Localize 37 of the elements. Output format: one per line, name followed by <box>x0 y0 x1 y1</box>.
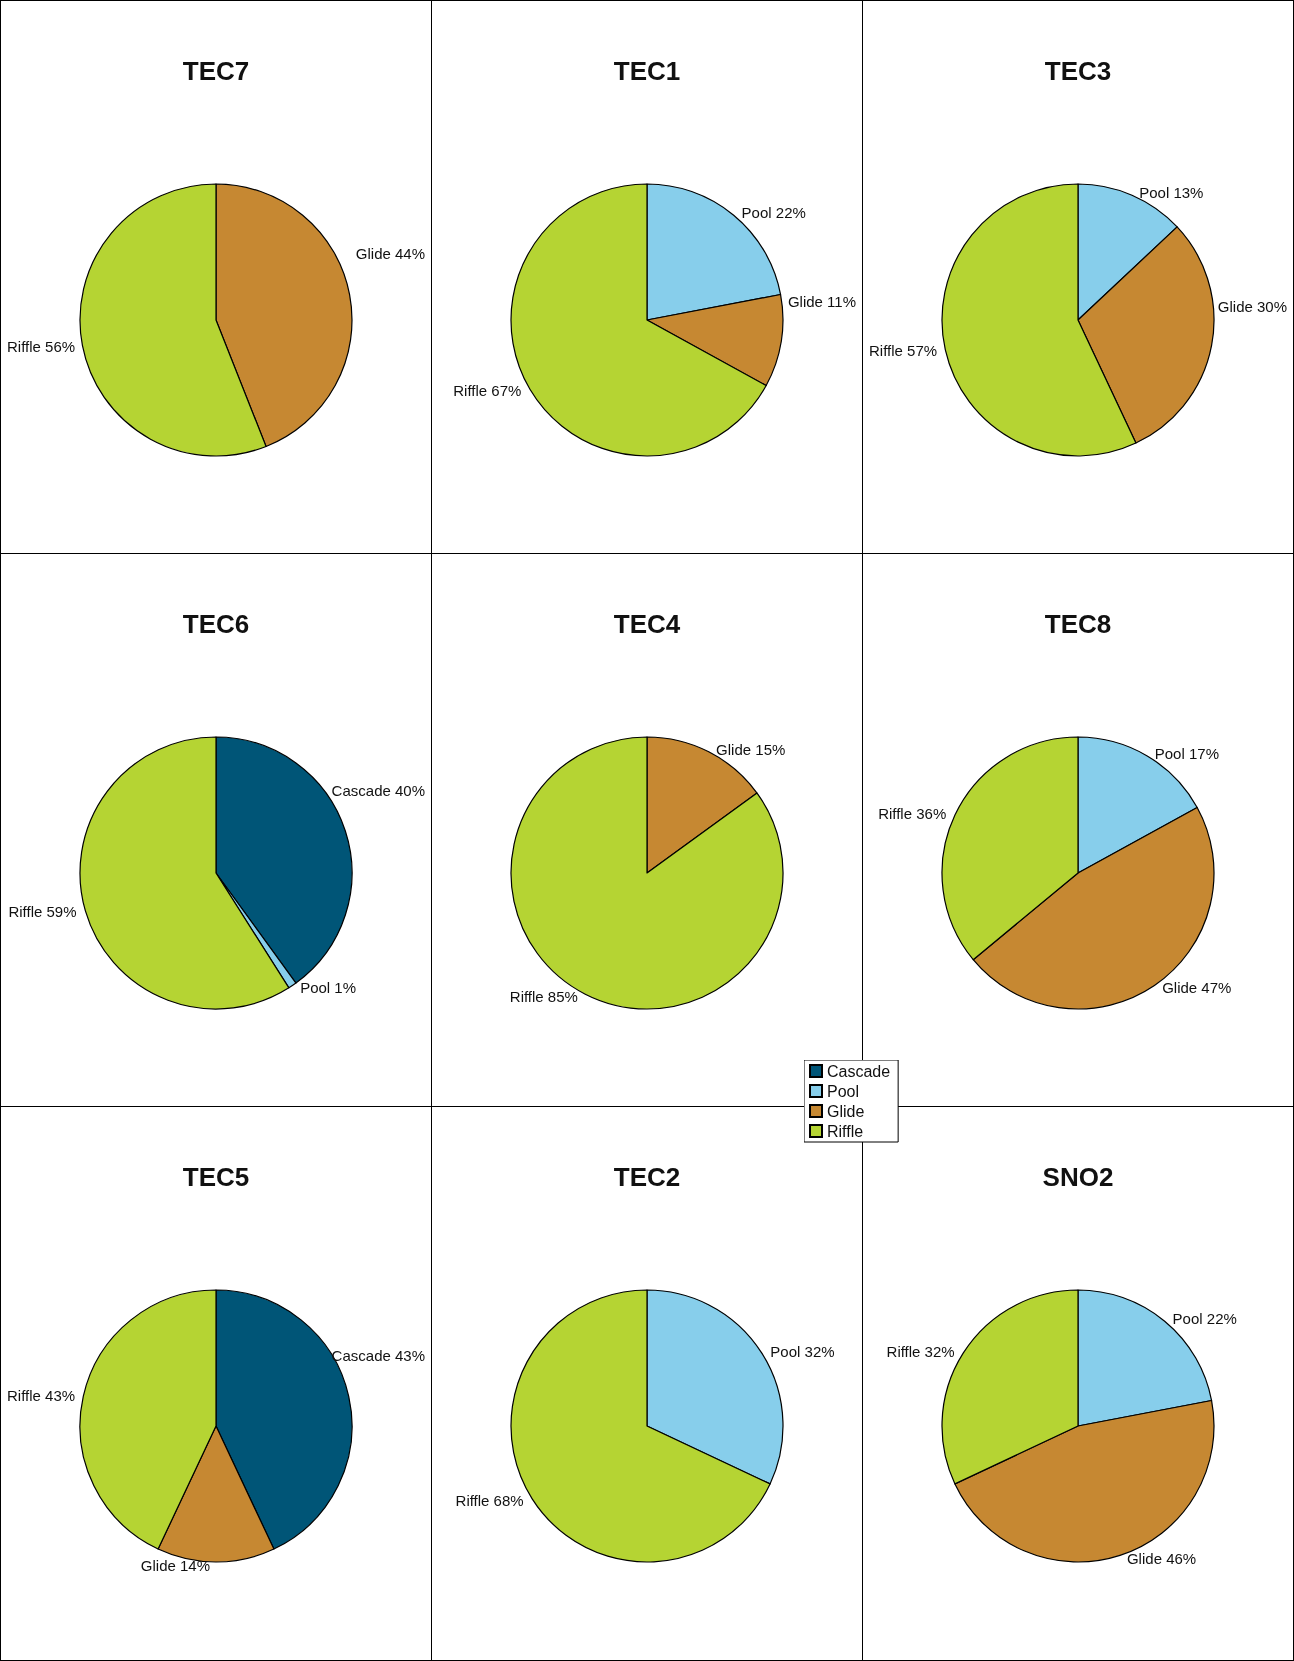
slice-label: Riffle 67% <box>453 382 522 400</box>
chart-title: TEC4 <box>613 609 681 639</box>
slice-label: Pool 22% <box>1172 1310 1237 1328</box>
slice-label: Pool 32% <box>770 1343 835 1361</box>
slice-label: Riffle 68% <box>455 1491 524 1509</box>
slice-label: Glide 30% <box>1217 297 1288 315</box>
chart-title: TEC1 <box>613 56 681 86</box>
slice-label: Pool 13% <box>1139 183 1204 201</box>
category-label: Glide <box>827 1102 865 1120</box>
category-label: Riffle <box>827 1122 864 1140</box>
slice-label: Glide 15% <box>716 740 786 758</box>
chart-title: TEC5 <box>182 1162 250 1192</box>
slice-label: Glide 46% <box>1126 1549 1197 1567</box>
slice-label: Glide 11% <box>787 293 856 311</box>
chart-title: TEC7 <box>182 56 250 86</box>
slice-label: Cascade 40% <box>331 781 426 799</box>
slice-label: Pool 22% <box>741 204 806 222</box>
slice-label: Riffle 57% <box>869 341 938 359</box>
slice-label: Riffle 32% <box>886 1343 955 1361</box>
slice-label: Pool 17% <box>1154 744 1219 762</box>
chart-title: TEC3 <box>1044 56 1112 86</box>
slice-label: Riffle 36% <box>878 805 947 823</box>
slice-label: Glide 47% <box>1162 979 1232 997</box>
slice-label: Glide 14% <box>140 1556 211 1574</box>
category-label: Pool <box>827 1082 860 1100</box>
slice-label: Pool 1% <box>300 979 356 997</box>
chart-title: SNO2 <box>1042 1162 1114 1192</box>
slice-label: Riffle 59% <box>8 903 77 921</box>
slice-label: Riffle 85% <box>509 988 578 1006</box>
slice-label: Cascade 43% <box>331 1347 426 1365</box>
chart-title: TEC2 <box>613 1162 681 1192</box>
category-label: Cascade <box>827 1062 891 1080</box>
chart-title: TEC8 <box>1044 609 1112 639</box>
slice-label: Riffle 43% <box>7 1387 76 1405</box>
slice-label: Glide 44% <box>355 245 426 263</box>
slice-label: Riffle 56% <box>7 337 76 355</box>
chart-title: TEC6 <box>182 609 250 639</box>
